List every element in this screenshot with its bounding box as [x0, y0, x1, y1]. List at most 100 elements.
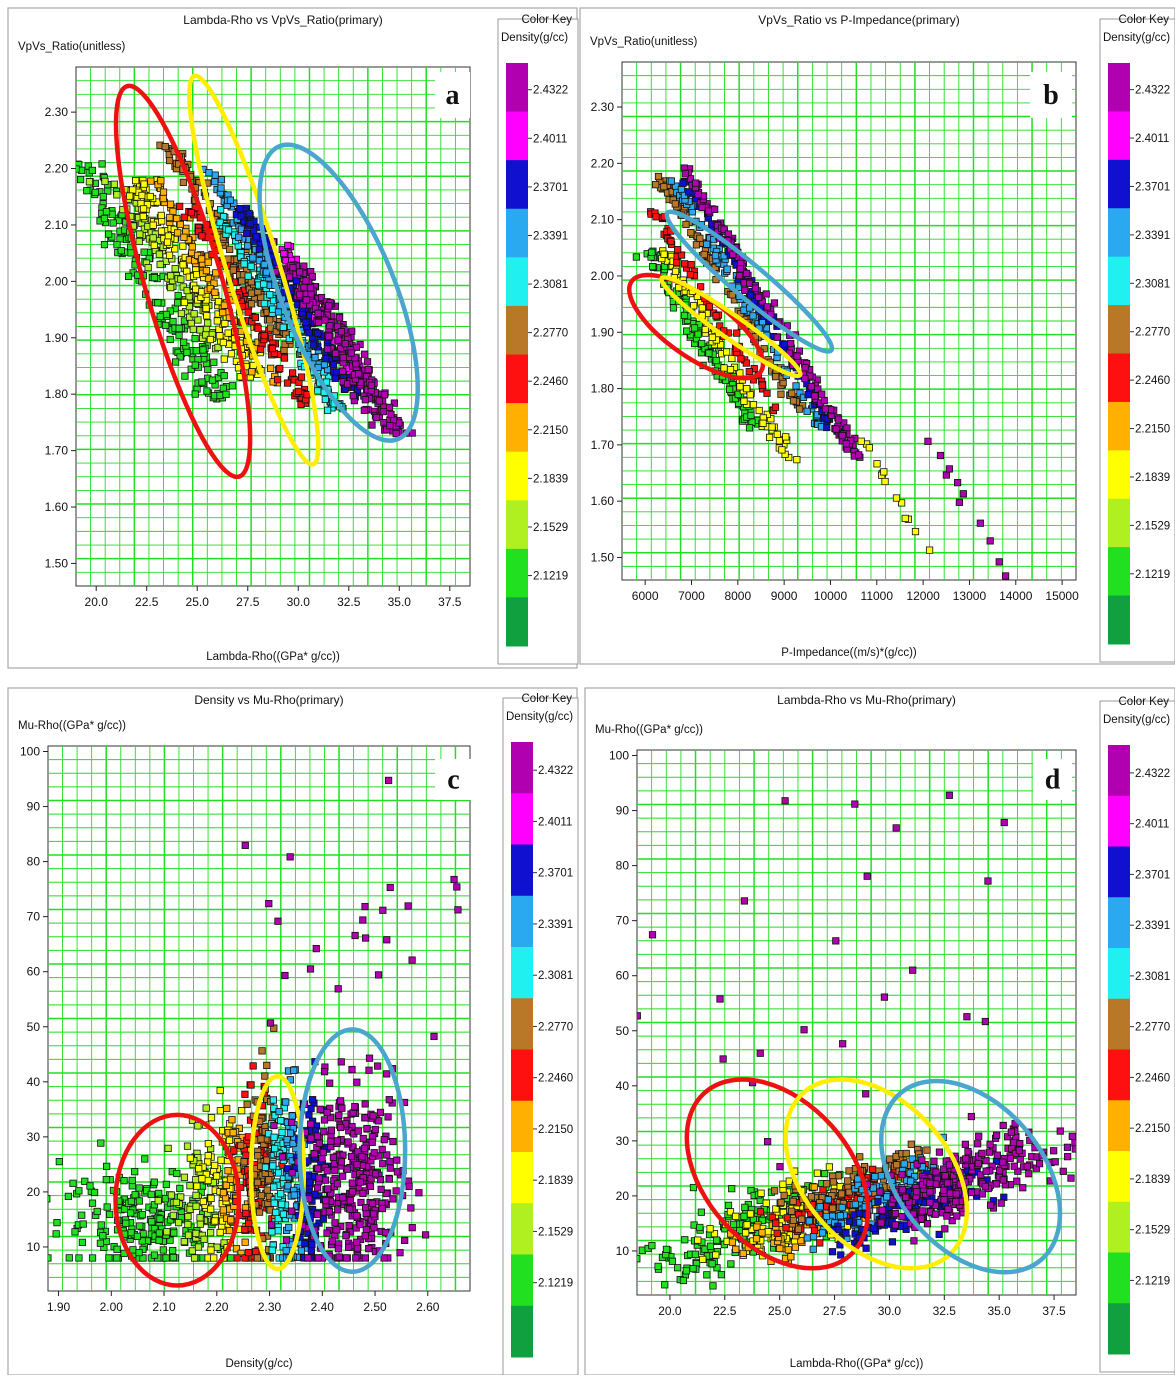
data-point: [390, 1138, 396, 1144]
data-point: [205, 320, 211, 326]
x-tick-label: 12000: [906, 589, 940, 603]
data-point: [174, 230, 180, 236]
data-point: [942, 1226, 948, 1232]
data-point: [691, 325, 697, 331]
data-point: [139, 1212, 145, 1218]
data-point: [187, 1206, 193, 1212]
data-point: [701, 251, 707, 257]
data-point: [238, 213, 244, 219]
color-key-swatch: [506, 257, 528, 306]
data-point: [92, 189, 98, 195]
y-tick-label: 1.80: [45, 387, 69, 401]
data-point: [379, 1205, 385, 1211]
data-point: [284, 1136, 290, 1142]
data-point: [936, 1149, 942, 1155]
data-point: [357, 1179, 363, 1185]
data-point: [162, 1196, 168, 1202]
data-point: [170, 1212, 176, 1218]
data-point: [899, 1213, 905, 1219]
data-point: [926, 547, 932, 553]
data-point: [225, 330, 231, 336]
data-point: [246, 210, 252, 216]
data-point: [306, 330, 312, 336]
data-point: [326, 333, 332, 339]
data-point: [946, 1162, 952, 1168]
data-point: [368, 382, 374, 388]
data-point: [201, 1236, 207, 1242]
data-point: [724, 266, 730, 272]
data-point: [330, 362, 336, 368]
data-point: [386, 1096, 392, 1102]
data-point: [184, 1143, 190, 1149]
data-point: [205, 366, 211, 372]
data-point: [941, 1187, 947, 1193]
color-key-swatch: [506, 549, 528, 598]
color-key-label: 2.4322: [1135, 85, 1170, 97]
data-point: [737, 266, 743, 272]
data-point: [274, 377, 280, 383]
x-tick-label: 30.0: [287, 595, 311, 609]
data-point: [269, 345, 275, 351]
data-point: [324, 1168, 330, 1174]
data-point: [1052, 1159, 1058, 1165]
data-point: [148, 1191, 154, 1197]
data-point: [199, 233, 205, 239]
data-point: [750, 401, 756, 407]
data-point: [101, 215, 107, 221]
data-point: [237, 205, 243, 211]
data-point: [132, 1168, 138, 1174]
data-point: [390, 1196, 396, 1202]
x-tick-label: 37.5: [1042, 1304, 1066, 1318]
data-point: [774, 1230, 780, 1236]
color-key-label: 2.1219: [538, 1278, 573, 1290]
data-point: [747, 1211, 753, 1217]
data-point: [162, 322, 168, 328]
y-tick-label: 2.30: [591, 100, 615, 114]
y-tick-label: 50: [27, 1020, 41, 1034]
panel-title: VpVs_Ratio vs P-Impedance(primary): [758, 13, 959, 27]
data-point: [307, 285, 313, 291]
data-point: [56, 1158, 62, 1164]
data-point: [315, 319, 321, 325]
data-point: [337, 1124, 343, 1130]
color-key-label: 2.4322: [533, 85, 568, 97]
data-point: [332, 375, 338, 381]
data-point: [721, 365, 727, 371]
data-point: [335, 337, 341, 343]
data-point: [1060, 1168, 1066, 1174]
data-point: [927, 1199, 933, 1205]
data-point: [755, 294, 761, 300]
data-point: [901, 1161, 907, 1167]
data-point: [747, 392, 753, 398]
data-point: [977, 520, 983, 526]
color-key-label: 2.1839: [538, 1175, 573, 1187]
y-tick-label: 100: [609, 749, 629, 763]
data-point: [184, 349, 190, 355]
data-point: [362, 397, 368, 403]
data-point: [242, 1226, 248, 1232]
data-point: [140, 213, 146, 219]
color-key-label: 2.2150: [538, 1124, 573, 1136]
data-point: [275, 309, 281, 315]
data-point: [866, 445, 872, 451]
data-point: [706, 350, 712, 356]
data-point: [157, 261, 163, 267]
data-point: [953, 1191, 959, 1197]
data-point: [339, 1173, 345, 1179]
data-point: [195, 1165, 201, 1171]
data-point: [383, 1071, 389, 1077]
data-point: [172, 266, 178, 272]
data-point: [792, 1244, 798, 1250]
data-point: [289, 1113, 295, 1119]
x-tick-label: 20.0: [658, 1304, 682, 1318]
data-point: [662, 1282, 668, 1288]
color-key-label: 2.2150: [533, 425, 568, 437]
data-point: [810, 1246, 816, 1252]
data-point: [655, 1263, 661, 1269]
data-point: [1069, 1133, 1075, 1139]
x-tick-label: 22.5: [713, 1304, 737, 1318]
data-point: [288, 1208, 294, 1214]
data-point: [371, 1149, 377, 1155]
data-point: [342, 340, 348, 346]
data-point: [975, 1160, 981, 1166]
